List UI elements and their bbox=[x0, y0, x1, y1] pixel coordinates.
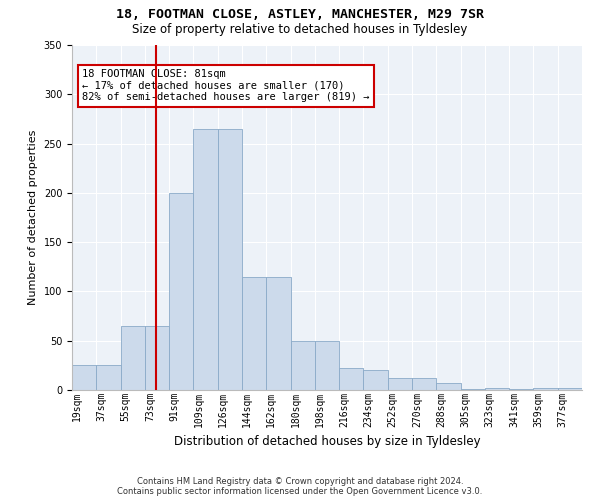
Bar bbox=[558, 388, 582, 390]
Bar bbox=[339, 368, 364, 390]
Bar bbox=[121, 326, 145, 390]
Bar bbox=[266, 276, 290, 390]
Bar bbox=[533, 388, 558, 390]
Bar bbox=[485, 388, 509, 390]
Bar bbox=[145, 326, 169, 390]
Bar bbox=[169, 193, 193, 390]
Bar bbox=[242, 276, 266, 390]
Bar bbox=[290, 340, 315, 390]
X-axis label: Distribution of detached houses by size in Tyldesley: Distribution of detached houses by size … bbox=[173, 435, 481, 448]
Bar bbox=[364, 370, 388, 390]
Bar bbox=[461, 389, 485, 390]
Bar bbox=[412, 378, 436, 390]
Bar bbox=[193, 129, 218, 390]
Text: Size of property relative to detached houses in Tyldesley: Size of property relative to detached ho… bbox=[133, 22, 467, 36]
Bar bbox=[436, 383, 461, 390]
Bar bbox=[388, 378, 412, 390]
Bar bbox=[509, 389, 533, 390]
Bar bbox=[72, 366, 96, 390]
Text: 18 FOOTMAN CLOSE: 81sqm
← 17% of detached houses are smaller (170)
82% of semi-d: 18 FOOTMAN CLOSE: 81sqm ← 17% of detache… bbox=[82, 69, 370, 102]
Bar bbox=[218, 129, 242, 390]
Bar bbox=[315, 340, 339, 390]
Text: 18, FOOTMAN CLOSE, ASTLEY, MANCHESTER, M29 7SR: 18, FOOTMAN CLOSE, ASTLEY, MANCHESTER, M… bbox=[116, 8, 484, 20]
Text: Contains HM Land Registry data © Crown copyright and database right 2024.
Contai: Contains HM Land Registry data © Crown c… bbox=[118, 476, 482, 496]
Y-axis label: Number of detached properties: Number of detached properties bbox=[28, 130, 38, 305]
Bar bbox=[96, 366, 121, 390]
